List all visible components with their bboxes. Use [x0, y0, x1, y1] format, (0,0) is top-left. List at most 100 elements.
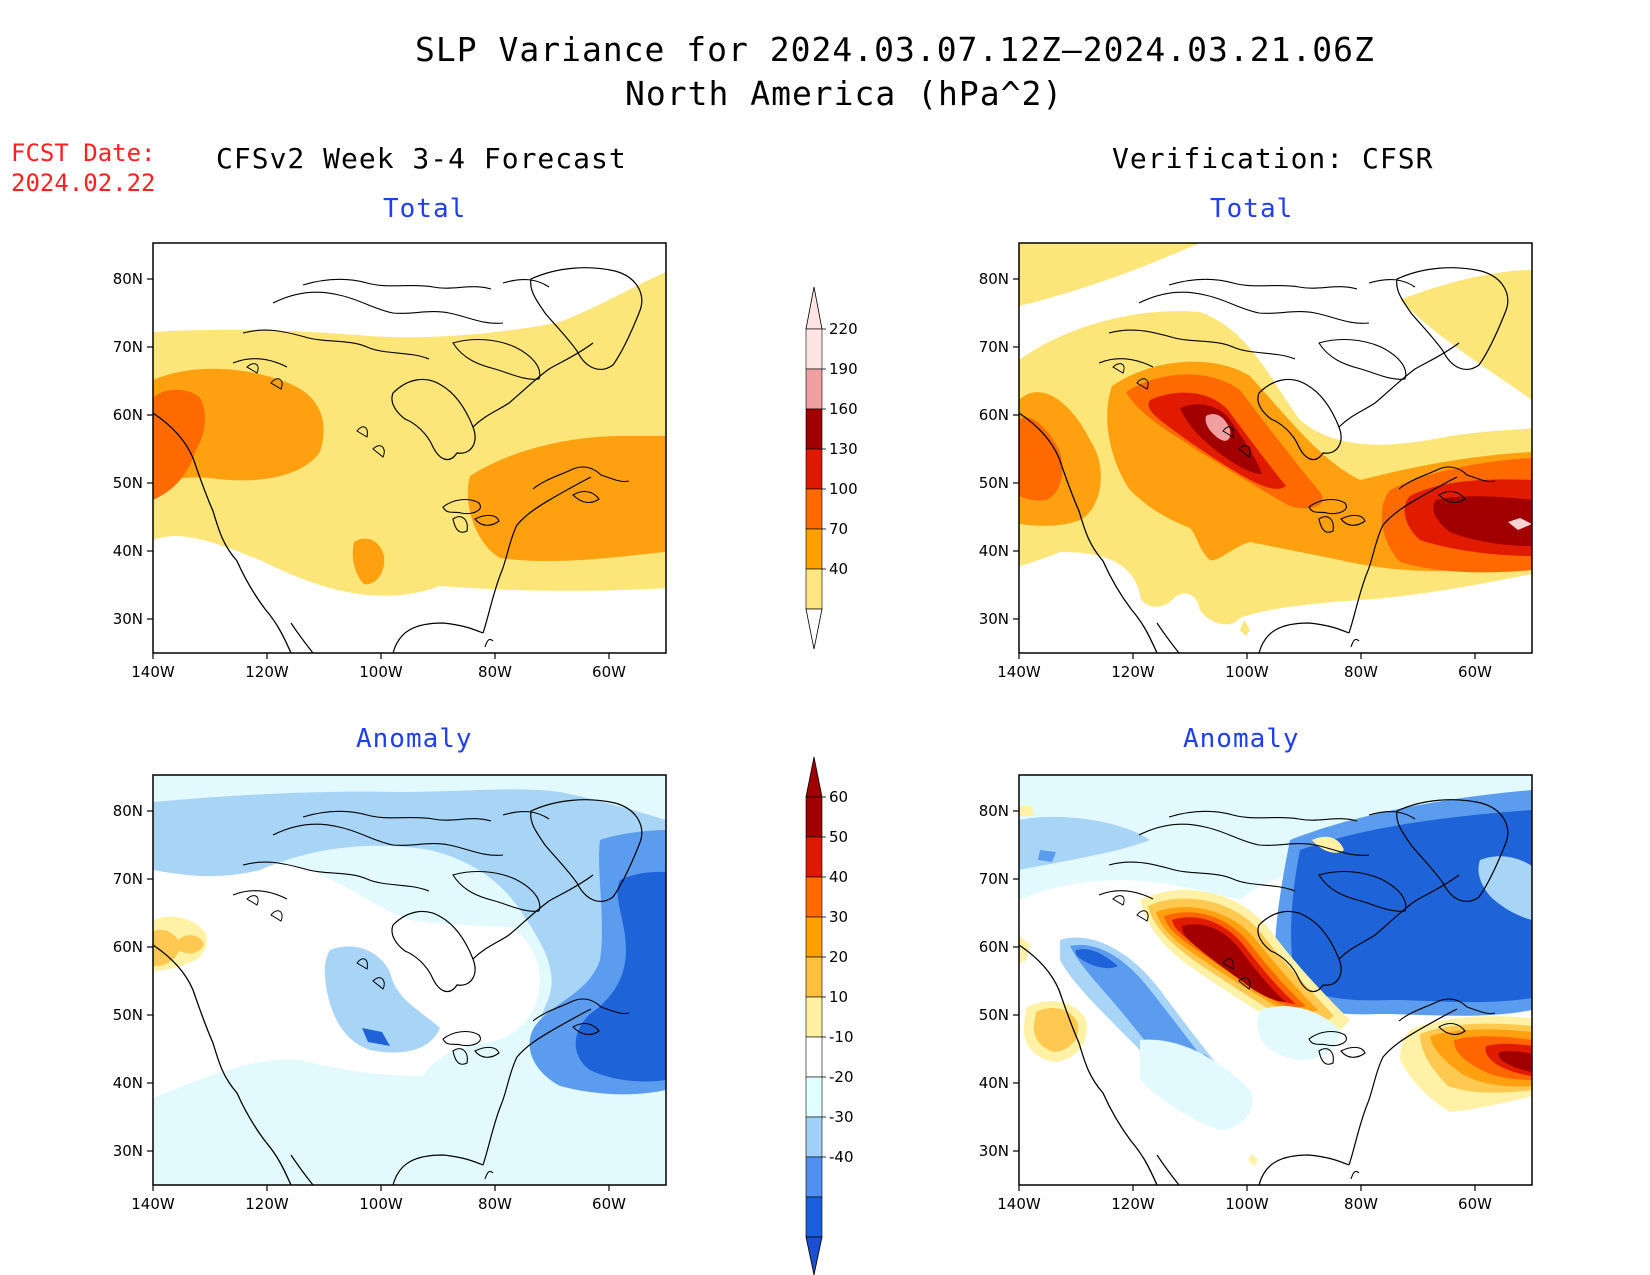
lon-tick-label: 100W — [359, 663, 403, 681]
colorbar-swatch — [805, 408, 823, 450]
lon-tick-label: 60W — [592, 663, 626, 681]
colorbar-swatch — [805, 1116, 823, 1158]
lat-tick-label: 40N — [979, 1074, 1009, 1092]
lat-tick-label: 50N — [113, 474, 143, 492]
lon-tick-label: 80W — [478, 663, 512, 681]
colorbar-label: 60 — [829, 788, 848, 806]
forecast-column-heading: CFSv2 Week 3-4 Forecast — [216, 142, 627, 175]
verification-anomaly-map — [1018, 774, 1533, 1186]
colorbar-swatch — [805, 1036, 823, 1078]
lat-tick-label: 80N — [113, 802, 143, 820]
colorbar-label: 20 — [829, 948, 848, 966]
colorbar-tip — [805, 286, 823, 330]
colorbar-anomaly: 60 50 40 30 20 10 -10 -20 -30 -40 — [805, 756, 854, 1275]
lon-tick-label: 140W — [131, 1195, 175, 1213]
forecast-total-map — [152, 242, 667, 654]
colorbar-swatch — [805, 876, 823, 918]
colorbar-swatch — [805, 528, 823, 570]
lon-tick-label: 120W — [245, 663, 289, 681]
colorbar-label: 30 — [829, 908, 848, 926]
lon-tick-label: 100W — [359, 1195, 403, 1213]
colorbar-label: 160 — [829, 400, 858, 418]
lat-tick-label: 60N — [979, 406, 1009, 424]
lon-tick-label: 100W — [1225, 663, 1269, 681]
lon-tick-label: 80W — [1344, 1195, 1378, 1213]
fcst-date-value: 2024.02.22 — [11, 169, 156, 197]
colorbar-label: -30 — [829, 1108, 854, 1126]
colorbar-label: 50 — [829, 828, 848, 846]
forecast-total-subtitle: Total — [383, 194, 467, 224]
colorbar-total: 220 190 160 130 100 70 40 — [805, 286, 858, 650]
axis-ticks: 80N 70N 60N 50N 40N 30N 140W 120W 100W 80W 60W 80N 7… — [113, 270, 1492, 1213]
lon-tick-label: 100W — [1225, 1195, 1269, 1213]
lon-tick-label: 80W — [1344, 663, 1378, 681]
colorbar-label: 70 — [829, 520, 848, 538]
colorbar-swatch — [805, 488, 823, 530]
lon-tick-label: 120W — [245, 1195, 289, 1213]
verification-anomaly-subtitle: Anomaly — [1183, 724, 1300, 754]
main-title: SLP Variance for 2024.03.07.12Z–2024.03.… — [415, 30, 1375, 69]
lat-tick-label: 80N — [979, 270, 1009, 288]
lon-tick-label: 140W — [131, 663, 175, 681]
lon-tick-label: 140W — [997, 663, 1041, 681]
colorbar-label: 100 — [829, 480, 858, 498]
colorbar-label: 220 — [829, 320, 858, 338]
lat-tick-label: 80N — [113, 270, 143, 288]
lon-tick-label: 60W — [1458, 1195, 1492, 1213]
lat-tick-label: 30N — [979, 610, 1009, 628]
lat-tick-label: 40N — [113, 542, 143, 560]
colorbar-label: 130 — [829, 440, 858, 458]
colorbar-swatch — [805, 836, 823, 878]
lon-tick-label: 60W — [1458, 663, 1492, 681]
lat-tick-label: 50N — [979, 1006, 1009, 1024]
lat-tick-label: 50N — [979, 474, 1009, 492]
verification-total-map — [1018, 242, 1533, 654]
colorbar-swatch — [805, 448, 823, 490]
lat-tick-label: 70N — [113, 870, 143, 888]
lat-tick-label: 30N — [113, 1142, 143, 1160]
lat-tick-label: 50N — [113, 1006, 143, 1024]
lat-tick-label: 70N — [979, 870, 1009, 888]
colorbar-swatch — [805, 916, 823, 958]
colorbar-label: 40 — [829, 560, 848, 578]
verification-total-subtitle: Total — [1210, 194, 1294, 224]
colorbar-label: 10 — [829, 988, 848, 1006]
colorbar-swatch — [805, 956, 823, 998]
colorbar-swatch — [805, 368, 823, 410]
lat-tick-label: 70N — [979, 338, 1009, 356]
lat-tick-label: 70N — [113, 338, 143, 356]
lat-tick-label: 60N — [979, 938, 1009, 956]
colorbar-tip — [805, 608, 823, 650]
colorbar-tip — [805, 1236, 823, 1275]
lat-tick-label: 80N — [979, 802, 1009, 820]
colorbar-swatch — [805, 328, 823, 370]
verification-column-heading: Verification: CFSR — [1112, 142, 1434, 175]
lat-tick-label: 30N — [113, 610, 143, 628]
colorbar-label: 40 — [829, 868, 848, 886]
colorbar-swatch — [805, 1156, 823, 1198]
lon-tick-label: 140W — [997, 1195, 1041, 1213]
main-subtitle: North America (hPa^2) — [625, 74, 1064, 113]
lat-tick-label: 30N — [979, 1142, 1009, 1160]
lat-tick-label: 40N — [113, 1074, 143, 1092]
lat-tick-label: 60N — [113, 938, 143, 956]
colorbar-label: -10 — [829, 1028, 854, 1046]
colorbar-label: -40 — [829, 1148, 854, 1166]
colorbar-label: -20 — [829, 1068, 854, 1086]
forecast-anomaly-map — [152, 774, 667, 1186]
fcst-date-label: FCST Date: — [11, 139, 156, 167]
lat-tick-label: 60N — [113, 406, 143, 424]
lon-tick-label: 120W — [1111, 663, 1155, 681]
forecast-anomaly-subtitle: Anomaly — [356, 724, 473, 754]
colorbar-swatch — [805, 796, 823, 838]
colorbar-swatch — [805, 1196, 823, 1238]
colorbar-swatch — [805, 568, 823, 610]
colorbar-label: 190 — [829, 360, 858, 378]
lat-tick-label: 40N — [979, 542, 1009, 560]
colorbar-swatch — [805, 1076, 823, 1118]
lon-tick-label: 60W — [592, 1195, 626, 1213]
lon-tick-label: 80W — [478, 1195, 512, 1213]
lon-tick-label: 120W — [1111, 1195, 1155, 1213]
colorbar-swatch — [805, 996, 823, 1038]
